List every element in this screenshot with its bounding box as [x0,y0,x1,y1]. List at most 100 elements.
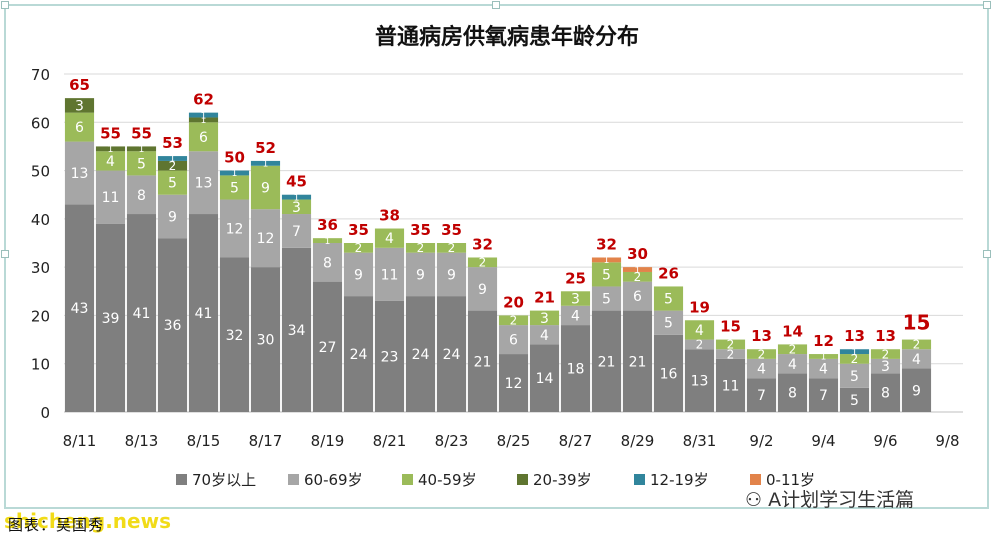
data-label: 2 [913,338,921,352]
data-label: 2 [510,314,518,328]
bar-segment [95,170,126,224]
bar-segment [622,310,653,412]
y-tick-label: 30 [31,259,50,277]
bar-segment [250,209,281,268]
bar-segment [219,170,250,176]
bar-segment [312,243,343,282]
data-label: 2 [355,241,363,255]
data-label: 24 [412,347,430,363]
data-label: 2 [727,338,735,352]
data-label: 32 [226,328,244,344]
data-label: 7 [819,388,828,404]
bar-segment [281,199,312,215]
wechat-channel-label: ⚇ A计划学习生活篇 [745,485,914,512]
bar-segment [901,339,932,350]
data-label: 18 [567,362,585,378]
resize-handle-top[interactable] [492,1,500,9]
data-label: 12 [505,376,523,392]
bar-segment [653,334,684,412]
data-label: 13 [691,374,709,390]
resize-handle-right[interactable] [983,250,991,258]
bar-segment [219,257,250,412]
data-label: 3 [571,292,580,308]
bar-segment [157,238,188,412]
bar-segment [808,378,839,412]
y-tick-label: 50 [31,163,50,181]
bar-segment [591,262,622,287]
bar-segment [715,358,746,412]
bar-segment [746,378,777,412]
data-label: 3 [540,311,549,327]
total-label: 19 [689,298,710,316]
data-label: 41 [195,306,213,322]
total-label: 13 [844,327,865,345]
data-label: 5 [137,156,146,172]
y-tick-label: 10 [31,356,50,374]
data-label: 8 [137,188,146,204]
bar-segment [188,117,219,123]
data-label: 13 [195,176,213,192]
data-label: 1 [201,111,207,121]
total-label: 12 [813,332,834,350]
bar-segment [622,271,653,282]
bar-segment [529,344,560,412]
data-label: 24 [350,347,368,363]
resize-handle-top-right[interactable] [983,1,991,9]
resize-handle-left[interactable] [1,250,9,258]
bar-segment [684,320,715,340]
data-label: 9 [261,181,270,197]
bar-segment [64,112,95,142]
total-label: 50 [224,149,245,167]
data-label: 2 [851,352,859,366]
bar-segment [870,373,901,412]
bar-segment [560,325,591,412]
data-label: 24 [443,347,461,363]
data-label: 2 [634,270,642,284]
x-tick-label: 9/4 [811,432,835,450]
data-label: 14 [536,371,554,387]
data-label: 5 [602,267,611,283]
total-label: 13 [875,327,896,345]
total-label: 35 [410,221,431,239]
data-label: 4 [819,362,828,378]
data-label: 4 [912,352,921,368]
legend-swatch [517,474,528,485]
total-label: 53 [162,134,183,152]
bar-segment [591,257,622,263]
y-tick-label: 40 [31,211,50,229]
data-label: 7 [757,388,766,404]
data-label: 34 [288,323,306,339]
bar-segment [188,112,219,118]
bar-segment [405,296,436,412]
data-label: 2 [448,241,456,255]
bar-segment [498,354,529,412]
legend-label: 60-69岁 [304,471,363,489]
data-label: 4 [106,154,115,170]
bar-segment [777,354,808,374]
x-tick-label: 8/15 [187,432,221,450]
bar-segment [157,194,188,239]
bar-segment [901,349,932,369]
data-label: 2 [696,338,704,352]
resize-handle-top-left[interactable] [1,1,9,9]
data-label: 3 [881,359,890,375]
data-label: 1 [294,193,300,203]
data-label: 11 [722,378,740,394]
x-axis: 8/11 8/13 8/15 8/17 8/19 8/21 8/23 8/25 8/27 8/29… [63,432,960,450]
total-label: 55 [100,124,121,142]
data-label: 21 [629,354,647,370]
data-label: 9 [416,267,425,283]
bar-segment [653,310,684,335]
data-label: 9 [354,267,363,283]
data-label: 23 [381,350,399,366]
bar-segment [684,349,715,412]
data-label: 1 [108,145,114,155]
data-label: 1 [201,116,207,126]
total-label: 32 [472,235,493,253]
chart-title: 普通病房供氧病患年龄分布 [375,24,639,50]
bar-segment [839,354,870,364]
bar-segment [839,387,870,412]
legend-label: 40-59岁 [418,471,477,489]
total-label: 21 [534,289,555,307]
bars: 4313636539114155418515536952153411361162… [64,76,932,412]
